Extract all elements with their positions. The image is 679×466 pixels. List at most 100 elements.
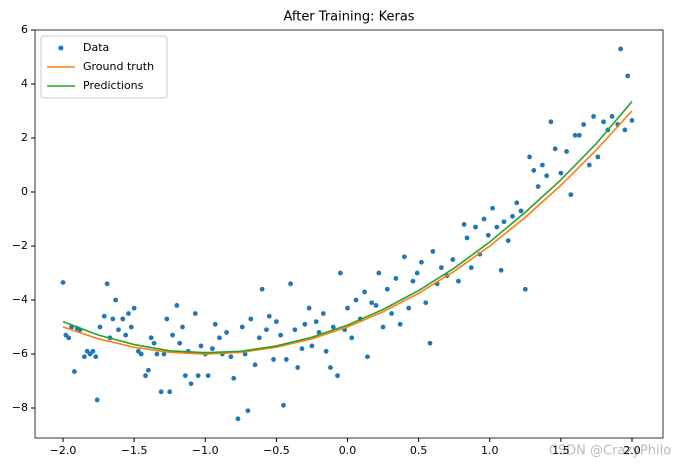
data-point <box>126 311 131 316</box>
data-point <box>464 235 470 241</box>
data-point <box>256 335 262 341</box>
data-point <box>292 327 298 333</box>
data-point <box>629 118 635 123</box>
data-point <box>104 281 110 287</box>
data-point <box>264 327 269 333</box>
y-tick-label: −4 <box>12 293 28 306</box>
legend-box <box>40 35 168 99</box>
y-tick-label: −6 <box>12 347 28 360</box>
data-point <box>591 114 596 119</box>
data-point <box>353 297 359 303</box>
data-point <box>376 270 382 276</box>
y-tick-label: 6 <box>21 23 28 36</box>
data-point <box>302 321 308 327</box>
data-point <box>365 354 370 360</box>
data-point <box>568 192 574 198</box>
y-tick-label: −8 <box>12 401 28 414</box>
data-point <box>306 305 312 311</box>
data-point <box>299 346 305 352</box>
data-point <box>248 316 254 322</box>
data-point <box>138 351 144 357</box>
data-point <box>539 162 545 168</box>
x-tick-label: 1.0 <box>481 444 499 457</box>
data-point <box>586 162 592 168</box>
data-point <box>501 219 507 225</box>
data-point <box>60 280 66 285</box>
data-point <box>145 367 151 373</box>
data-point <box>389 311 395 316</box>
data-point <box>131 305 137 311</box>
plot-frame <box>34 29 664 439</box>
data-point <box>393 276 399 281</box>
line <box>62 110 633 355</box>
data-point <box>283 357 289 362</box>
legend-marker <box>58 45 64 51</box>
x-tick-label: −1.0 <box>192 444 219 457</box>
y-tick-label: −2 <box>12 239 28 252</box>
data-point <box>309 343 315 349</box>
data-point <box>151 340 157 346</box>
data-point <box>564 149 569 154</box>
data-point <box>335 373 340 379</box>
data-point <box>313 319 319 325</box>
data-point <box>209 346 215 352</box>
data-point <box>410 278 416 284</box>
chart-title: After Training: Keras <box>283 10 414 25</box>
data-point <box>380 324 386 330</box>
data-point <box>468 265 474 271</box>
data-point <box>531 168 537 173</box>
data-point <box>362 289 367 295</box>
data-point <box>576 132 582 138</box>
data-point <box>192 311 198 316</box>
data-point <box>622 127 628 133</box>
data-point <box>259 286 265 292</box>
data-point <box>345 305 350 311</box>
data-point <box>154 351 160 357</box>
data-point <box>239 324 245 330</box>
data-point <box>601 119 606 125</box>
data-point <box>430 249 436 254</box>
legend-label: Data <box>83 41 109 54</box>
data-point <box>252 362 258 368</box>
data-point <box>182 373 188 379</box>
data-point <box>450 257 456 262</box>
data-point <box>505 238 511 244</box>
data-point <box>161 351 167 357</box>
data-point <box>212 321 218 327</box>
data-point <box>510 213 515 219</box>
data-point <box>120 316 126 322</box>
data-point <box>97 324 103 330</box>
y-tick-label: 4 <box>21 77 28 90</box>
data-point <box>438 265 444 271</box>
data-point <box>266 313 272 319</box>
data-point <box>595 154 601 160</box>
x-tick-label: −1.5 <box>121 444 148 457</box>
watermark: CSDN @CrazyPhilo <box>549 444 671 459</box>
data-point <box>174 303 180 308</box>
data-point <box>101 313 107 319</box>
data-point <box>618 46 624 52</box>
x-tick-label: 0.5 <box>410 444 428 457</box>
data-point <box>498 267 504 273</box>
data-point <box>406 305 412 311</box>
data-point <box>330 324 336 330</box>
x-tick-label: −0.5 <box>263 444 290 457</box>
data-point <box>281 402 286 408</box>
data-point <box>195 373 201 379</box>
data-point <box>535 184 541 190</box>
data-point <box>72 369 77 374</box>
data-point <box>90 348 96 354</box>
data-point <box>544 173 550 179</box>
data-point <box>625 73 631 79</box>
data-point <box>242 351 248 357</box>
data-point <box>548 119 554 125</box>
data-point <box>349 335 355 341</box>
data-point <box>224 330 230 335</box>
data-point <box>384 286 390 292</box>
data-point <box>518 208 524 214</box>
legend-label: Predictions <box>83 79 144 92</box>
data-point <box>572 132 578 138</box>
data-point <box>373 303 379 308</box>
data-point <box>337 270 343 276</box>
